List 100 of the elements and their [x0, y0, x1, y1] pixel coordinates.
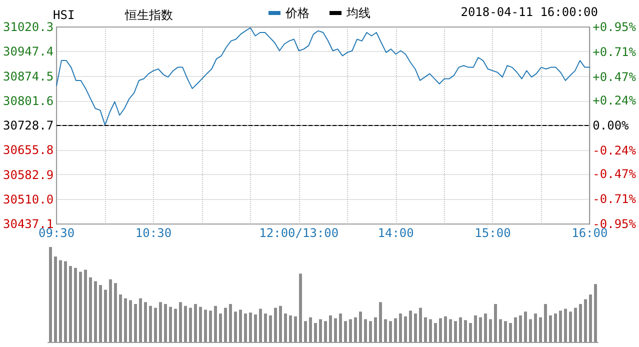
bar	[519, 315, 522, 342]
bar	[169, 306, 172, 342]
y-tick-label: 31020.3	[2, 20, 54, 34]
bar	[194, 304, 197, 342]
bar	[159, 302, 162, 342]
line-series	[56, 27, 590, 126]
bar	[399, 314, 402, 342]
y-tick-label: 30728.7	[2, 118, 54, 132]
x-tick-label: 12:00/13:00	[259, 226, 339, 240]
bar	[184, 306, 187, 342]
bar	[464, 320, 467, 342]
bar	[394, 318, 397, 342]
x-tick-label: 15:00	[474, 226, 511, 240]
bar	[499, 319, 502, 342]
bar	[139, 298, 142, 342]
bar	[349, 319, 352, 342]
bar	[579, 304, 582, 342]
bar	[374, 317, 377, 342]
bar	[84, 270, 87, 342]
y-tick-label: 30947.4	[2, 44, 54, 59]
bar	[49, 247, 52, 342]
bar	[119, 294, 122, 342]
y-tick-label: 30510.0	[2, 192, 54, 206]
chart-subtitle: HSI	[53, 8, 75, 22]
bar	[219, 314, 222, 342]
bar	[209, 310, 212, 342]
bar	[529, 319, 532, 342]
y-tick-label: 30655.8	[2, 143, 54, 158]
bar	[309, 317, 312, 342]
bar	[114, 283, 117, 342]
bar	[509, 323, 512, 342]
y-tick-label: 30874.5	[2, 69, 54, 84]
bar	[64, 261, 67, 342]
bar	[409, 310, 412, 342]
bar	[484, 314, 487, 342]
bar	[389, 321, 392, 342]
bar	[589, 294, 592, 342]
bar	[189, 308, 192, 342]
legend-label: 均线	[346, 6, 370, 20]
bar	[469, 323, 472, 342]
bar	[109, 279, 112, 342]
y2-tick-label: -0.71%	[592, 192, 637, 206]
bar	[594, 284, 597, 342]
y2-tick-label: +0.95%	[592, 20, 637, 34]
bar	[234, 312, 237, 342]
bar	[294, 316, 297, 342]
bar	[514, 317, 517, 342]
x-tick-label: 10:30	[135, 226, 172, 240]
bar	[534, 314, 537, 342]
bar	[379, 302, 382, 342]
y2-tick-label: +0.71%	[592, 44, 637, 59]
bar	[449, 319, 452, 342]
bar	[74, 268, 77, 342]
bar	[264, 314, 267, 342]
bar	[99, 285, 102, 342]
legend-label: 价格	[284, 6, 310, 20]
bar	[539, 317, 542, 342]
bar	[569, 312, 572, 342]
bar	[354, 317, 357, 342]
bar	[439, 318, 442, 342]
bar	[339, 314, 342, 342]
bar	[549, 315, 552, 342]
bar	[199, 306, 202, 342]
bar	[344, 321, 347, 342]
bar	[79, 272, 82, 342]
y2-tick-label: +0.47%	[592, 70, 637, 84]
bar	[274, 308, 277, 342]
bar	[329, 315, 332, 342]
bar	[564, 308, 567, 342]
bar	[489, 319, 492, 342]
bar	[149, 306, 152, 342]
bar	[429, 319, 432, 342]
bar	[474, 315, 477, 342]
bar	[179, 302, 182, 342]
y-tick-label: 30801.6	[2, 94, 54, 108]
bar	[459, 317, 462, 342]
y2-tick-label: +0.24%	[592, 94, 637, 108]
text: 2018-04-11 16:00:00	[460, 5, 598, 19]
bar	[254, 314, 257, 342]
bar	[224, 308, 227, 342]
bar	[334, 318, 337, 342]
bar	[364, 319, 367, 342]
y2-tick-label: 0.00%	[592, 118, 630, 132]
bar	[324, 321, 327, 342]
bar	[434, 323, 437, 342]
bar	[504, 321, 507, 342]
bar	[494, 304, 497, 342]
bar	[259, 308, 262, 342]
bar	[574, 308, 577, 342]
y2-tick-label: -0.24%	[592, 143, 637, 158]
bar	[284, 314, 287, 342]
bar	[384, 319, 387, 342]
bar	[424, 317, 427, 342]
bar	[89, 277, 92, 342]
x-tick-label: 14:00	[378, 226, 414, 240]
bar	[479, 317, 482, 342]
bar	[94, 281, 97, 342]
bar	[269, 315, 272, 342]
bar	[214, 306, 217, 342]
bar	[134, 304, 137, 342]
